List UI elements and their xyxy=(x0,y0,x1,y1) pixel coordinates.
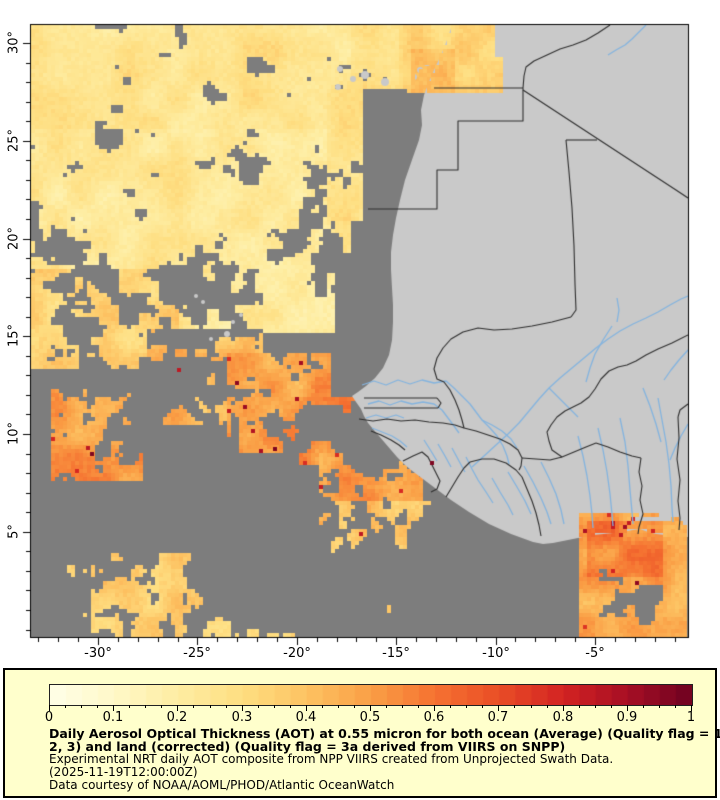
colorbar-tick xyxy=(418,705,419,708)
colorbar-tick-label: 0.9 xyxy=(616,710,638,725)
lon-tick-label: -10° xyxy=(482,646,510,661)
colorbar-tick xyxy=(306,705,307,711)
colorbar-tick xyxy=(531,705,532,708)
lat-tick-label: 30° xyxy=(6,30,22,55)
colorbar-tick-label: 0.2 xyxy=(166,710,188,725)
colorbar-tick xyxy=(498,705,499,711)
legend-box: 0 0.1 0.2 0.3 0.4 0.5 0.6 0.7 0.8 0.9 1 Daily Aero… xyxy=(3,668,720,798)
colorbar-tick-label: 1 xyxy=(686,710,696,725)
caption-timestamp: (2025-11-19T12:00:00Z) xyxy=(49,765,198,779)
colorbar xyxy=(49,684,693,706)
colorbar-tick xyxy=(579,705,580,708)
colorbar-tick xyxy=(675,705,676,708)
colorbar-tick-label: 0.8 xyxy=(552,710,574,725)
colorbar-tick xyxy=(563,705,564,711)
colorbar-tick-label: 0.5 xyxy=(359,710,381,725)
colorbar-tick xyxy=(322,705,323,708)
colorbar-tick xyxy=(97,705,98,708)
colorbar-tick-label: 0 xyxy=(44,710,54,725)
lat-tick-label: 25° xyxy=(6,128,22,153)
colorbar-tick xyxy=(611,705,612,708)
colorbar-tick xyxy=(595,705,596,708)
colorbar-tick xyxy=(65,705,66,708)
lon-tick-label: -30° xyxy=(84,646,112,661)
colorbar-tick xyxy=(145,705,146,708)
colorbar-tick xyxy=(161,705,162,708)
colorbar-tick xyxy=(659,705,660,708)
colorbar-tick xyxy=(643,705,644,708)
colorbar-tick-label: 0.7 xyxy=(487,710,509,725)
colorbar-tick xyxy=(258,705,259,708)
colorbar-tick xyxy=(290,705,291,708)
lon-tick-label: -15° xyxy=(382,646,410,661)
lon-tick-label: -20° xyxy=(283,646,311,661)
caption-credit: Data courtesy of NOAA/AOML/PHOD/Atlantic… xyxy=(49,778,395,792)
colorbar-tick xyxy=(514,705,515,708)
colorbar-tick xyxy=(450,705,451,708)
colorbar-tick xyxy=(274,705,275,708)
caption-title-line1: Daily Aerosol Optical Thickness (AOT) at… xyxy=(49,726,720,741)
colorbar-tick xyxy=(338,705,339,708)
caption-title-line2: 2, 3) and land (corrected) (Quality flag… xyxy=(49,739,566,754)
lat-tick-label: 20° xyxy=(6,226,22,251)
lon-tick-label: -5° xyxy=(585,646,605,661)
caption: Daily Aerosol Optical Thickness (AOT) at… xyxy=(49,727,720,792)
colorbar-tick xyxy=(49,705,50,711)
colorbar-tick xyxy=(482,705,483,708)
colorbar-tick xyxy=(193,705,194,708)
lat-tick-label: 15° xyxy=(6,323,22,348)
lat-tick-label: 5° xyxy=(6,524,22,539)
colorbar-tick xyxy=(386,705,387,708)
colorbar-tick xyxy=(113,705,114,711)
colorbar-tick xyxy=(434,705,435,711)
colorbar-tick xyxy=(627,705,628,711)
colorbar-tick xyxy=(129,705,130,708)
lat-tick-label: 10° xyxy=(6,421,22,446)
map-canvas xyxy=(0,0,720,660)
colorbar-tick xyxy=(402,705,403,708)
colorbar-tick xyxy=(210,705,211,708)
colorbar-tick-label: 0.4 xyxy=(295,710,317,725)
colorbar-tick xyxy=(370,705,371,711)
colorbar-tick-label: 0.3 xyxy=(231,710,253,725)
caption-subtitle: Experimental NRT daily AOT composite fro… xyxy=(49,752,614,766)
colorbar-tick xyxy=(466,705,467,708)
colorbar-tick xyxy=(242,705,243,711)
colorbar-tick-label: 0.6 xyxy=(423,710,445,725)
colorbar-tick xyxy=(354,705,355,708)
colorbar-tick xyxy=(81,705,82,708)
lon-tick-label: -25° xyxy=(183,646,211,661)
colorbar-tick xyxy=(177,705,178,711)
colorbar-tick-label: 0.1 xyxy=(102,710,124,725)
colorbar-tick xyxy=(691,705,692,711)
colorbar-tick xyxy=(547,705,548,708)
colorbar-tick xyxy=(226,705,227,708)
